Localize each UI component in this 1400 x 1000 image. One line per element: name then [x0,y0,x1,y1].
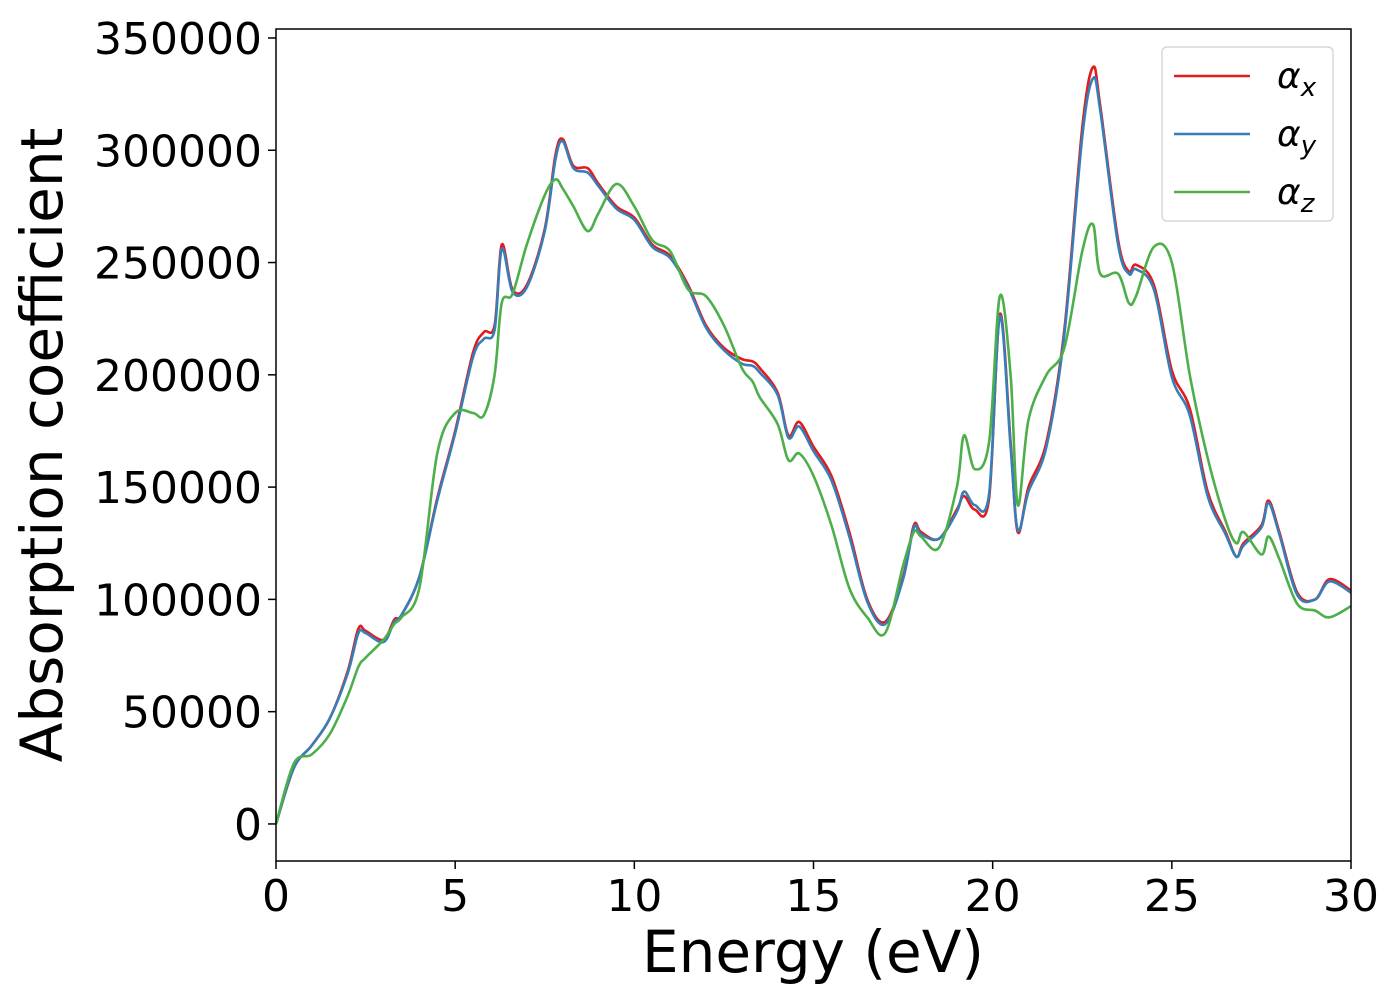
y-axis-label: Absorption coefficient [8,128,76,763]
x-tick-label: 5 [441,871,469,922]
legend-label: αx [1277,56,1317,103]
y-tick-label: 200000 [94,351,262,402]
series-line [274,65,1352,825]
y-tick-label: 50000 [122,688,262,739]
y-tick-label: 150000 [94,463,262,514]
x-axis-label: Energy (eV) [642,918,984,986]
x-tick-label: 10 [606,871,662,922]
legend-label: αy [1277,114,1317,161]
y-tick-label: 250000 [94,239,262,290]
series-line [274,76,1352,825]
y-tick-label: 100000 [94,575,262,626]
x-tick-label: 20 [965,871,1021,922]
x-tick-label: 0 [262,871,290,922]
y-tick-label: 0 [234,800,262,851]
series-line [274,178,1352,825]
x-tick-label: 30 [1323,871,1379,922]
plot-frame [275,28,1352,862]
y-tick-label: 350000 [94,14,262,65]
x-tick-label: 25 [1144,871,1200,922]
x-tick-label: 15 [786,871,842,922]
y-tick-label: 300000 [94,126,262,177]
legend-label: αz [1277,172,1316,219]
